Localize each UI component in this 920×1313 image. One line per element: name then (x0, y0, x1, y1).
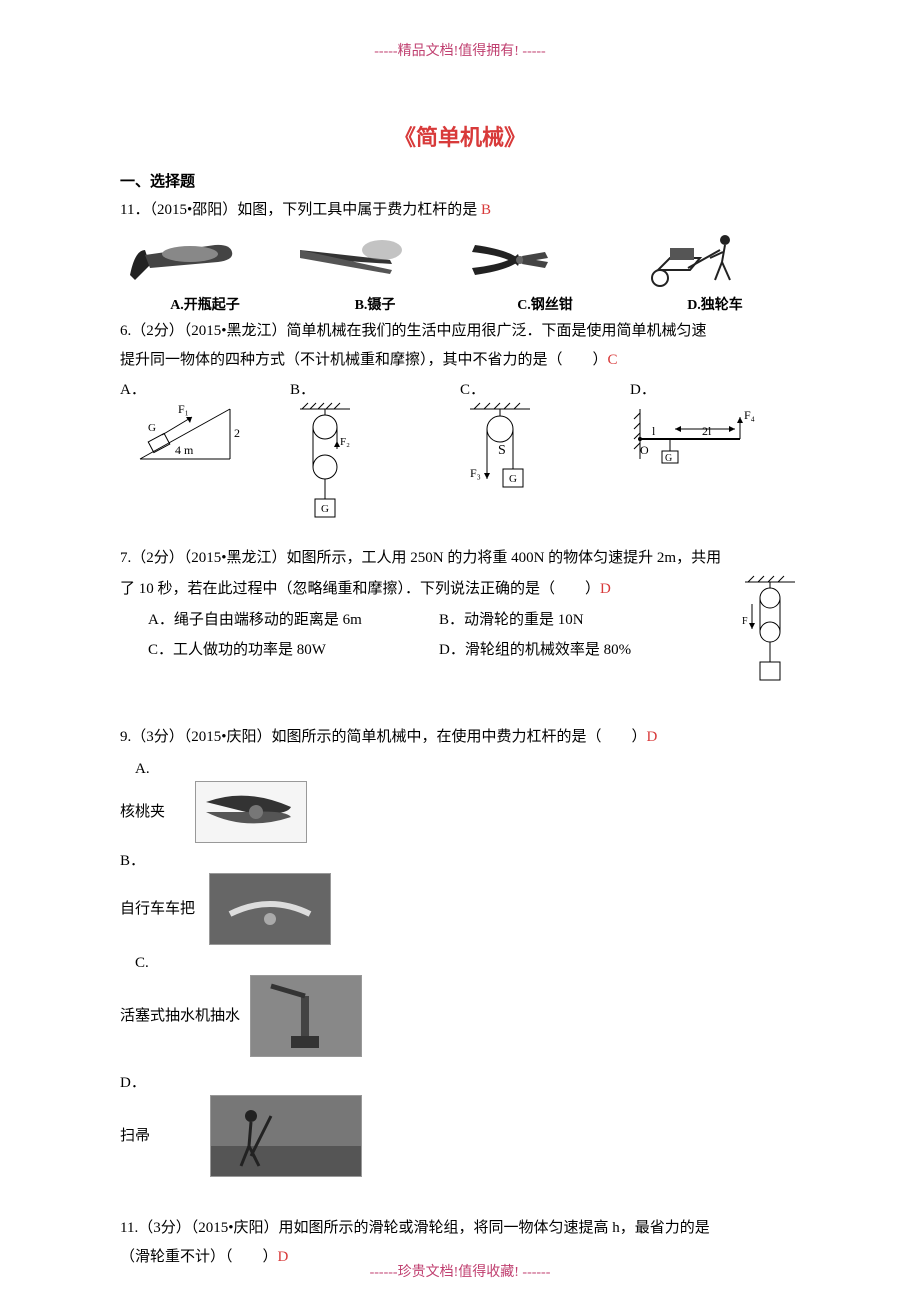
q9-a-name: 核桃夹 (120, 800, 165, 824)
section-heading: 一、选择题 (120, 170, 800, 191)
tweezers-icon (290, 230, 410, 290)
q6-opt-c: C． F₃ G S (460, 378, 630, 519)
svg-text:G: G (665, 453, 672, 464)
svg-text:G: G (321, 503, 329, 515)
q7-opt-b: B．动滑轮的重是 10N (439, 605, 730, 635)
q11b-line1: 11.（3分）（2015•庆阳）用如图所示的滑轮或滑轮组，将同一物体匀速提高 h… (120, 1215, 800, 1242)
q6-opt-a: A． G F₁ 4 m 2 m (120, 378, 290, 469)
q9-b-lbl: B． (120, 849, 800, 873)
bottle-opener-icon (120, 230, 240, 290)
header-note: -----精品文档!值得拥有! ----- (120, 40, 800, 60)
bike-handlebar-image (209, 873, 331, 945)
q11a-opt-a: A.开瓶起子 (120, 230, 290, 314)
svg-text:S: S (498, 443, 506, 458)
q7-opt-a: A．绳子自由端移动的距离是 6m (148, 605, 439, 635)
q11a-cap-b: B.镊子 (290, 294, 460, 314)
q7-line1: 7.（2分）（2015•黑龙江）如图所示，工人用 250N 的力将重 400N … (120, 545, 800, 572)
q7-figure: F (740, 574, 800, 704)
svg-text:4 m: 4 m (175, 443, 194, 457)
q7-stem2: 了 10 秒，若在此过程中（忽略绳重和摩擦）．下列说法正确的是（ ） (120, 581, 600, 597)
q6-opt-d: D． O G l F₄ 2l (630, 378, 800, 469)
svg-text:F: F (742, 616, 748, 627)
page: -----精品文档!值得拥有! ----- 《简单机械》 一、选择题 11．（2… (0, 0, 920, 1313)
q7-line2: 了 10 秒，若在此过程中（忽略绳重和摩擦）．下列说法正确的是（ ）D (120, 576, 800, 603)
q9-a-lbl: A. (120, 757, 800, 781)
broom-image (210, 1095, 362, 1177)
footer-note: ------珍贵文档!值得收藏! ------ (0, 1261, 920, 1281)
q11a-text: 11．（2015•邵阳）如图，下列工具中属于费力杠杆的是 B (120, 197, 800, 224)
q7-answer: D (600, 581, 611, 597)
q6-line1: 6.（2分）（2015•黑龙江）简单机械在我们的生活中应用很广泛．下面是使用简单… (120, 318, 800, 345)
pulley-system-q7-icon: F (740, 574, 800, 704)
pulley-system-b-icon: F₂ G (290, 399, 360, 539)
q7-block: F 了 10 秒，若在此过程中（忽略绳重和摩擦）．下列说法正确的是（ ）D A．… (120, 574, 800, 704)
svg-text:F₁: F₁ (178, 402, 189, 416)
q6-opt-b: B． F₂ G (290, 378, 460, 539)
footer-dash-right: ------ (519, 1265, 550, 1280)
svg-text:2 m: 2 m (234, 426, 240, 440)
spacer2 (120, 1183, 800, 1213)
svg-text:F₂: F₂ (340, 436, 350, 448)
q11a-opt-d: D.独轮车 (630, 230, 800, 314)
q9-c-name: 活塞式抽水机抽水 (120, 1004, 240, 1028)
footer-dash-left: ------ (370, 1265, 398, 1280)
q9-opt-a: A. 核桃夹 (120, 757, 800, 843)
q7-opt-c: C．工人做功的功率是 80W (148, 635, 439, 665)
q6-c-label: C． (460, 382, 485, 398)
lever-icon: O G l F₄ 2l (630, 399, 760, 469)
q11a-cap-a: A.开瓶起子 (120, 294, 290, 314)
q9-answer: D (647, 729, 658, 745)
header-dash-left: ----- (374, 44, 397, 59)
q6-answer: C (608, 352, 618, 368)
header-dash-right: ----- (519, 44, 546, 59)
q11a-images: A.开瓶起子 B.镊子 C.钢丝钳 (120, 230, 800, 314)
q11a-cap-c: C.钢丝钳 (460, 294, 630, 314)
q6-line2: 提升同一物体的四种方式（不计机械重和摩擦），其中不省力的是（ ）C (120, 347, 800, 374)
q6-options: A． G F₁ 4 m 2 m B． (120, 378, 800, 539)
inclined-plane-icon: G F₁ 4 m 2 m (120, 399, 240, 469)
q11a-stem: 11．（2015•邵阳）如图，下列工具中属于费力杠杆的是 (120, 202, 481, 218)
q11a-opt-b: B.镊子 (290, 230, 460, 314)
q11a-opt-c: C.钢丝钳 (460, 230, 630, 314)
q9-d-name: 扫帚 (120, 1124, 150, 1148)
footer-text: 珍贵文档!值得收藏! (398, 1265, 519, 1280)
q9-opt-b: B． 自行车车把 (120, 849, 800, 945)
svg-text:l: l (652, 424, 656, 438)
q9-opt-c: C. 活塞式抽水机抽水 (120, 951, 800, 1057)
nutcracker-image (195, 781, 307, 843)
fixed-pulley-icon: F₃ G S (460, 399, 540, 519)
q9-c-lbl: C. (120, 951, 800, 975)
water-pump-image (250, 975, 362, 1057)
q6-b-label: B． (290, 382, 315, 398)
q7-subopts: A．绳子自由端移动的距离是 6m B．动滑轮的重是 10N C．工人做功的功率是… (148, 605, 800, 665)
svg-text:G: G (509, 473, 517, 485)
svg-text:2l: 2l (702, 424, 712, 438)
q9-d-lbl: D． (120, 1071, 800, 1095)
pliers-icon (460, 230, 580, 290)
q6-a-label: A． (120, 382, 146, 398)
spacer (120, 704, 800, 722)
svg-text:G: G (148, 422, 156, 434)
q6-d-label: D． (630, 382, 656, 398)
document-title: 《简单机械》 (120, 120, 800, 152)
q7-opt-d: D．滑轮组的机械效率是 80% (439, 635, 730, 665)
q11a-cap-d: D.独轮车 (630, 294, 800, 314)
q9-b-name: 自行车车把 (120, 897, 195, 921)
svg-text:F₃: F₃ (470, 466, 481, 480)
svg-text:O: O (640, 443, 649, 457)
q9-opt-d: D． 扫帚 (120, 1071, 800, 1177)
wheelbarrow-icon (630, 230, 750, 290)
q11a-answer: B (481, 202, 491, 218)
q9-line: 9.（3分）（2015•庆阳）如图所示的简单机械中，在使用中费力杠杆的是（ ）D (120, 724, 800, 751)
svg-text:F₄: F₄ (744, 408, 755, 422)
header-text: 精品文档!值得拥有! (398, 44, 519, 59)
q6-stem2: 提升同一物体的四种方式（不计机械重和摩擦），其中不省力的是（ ） (120, 352, 608, 368)
q9-stem: 9.（3分）（2015•庆阳）如图所示的简单机械中，在使用中费力杠杆的是（ ） (120, 729, 647, 745)
